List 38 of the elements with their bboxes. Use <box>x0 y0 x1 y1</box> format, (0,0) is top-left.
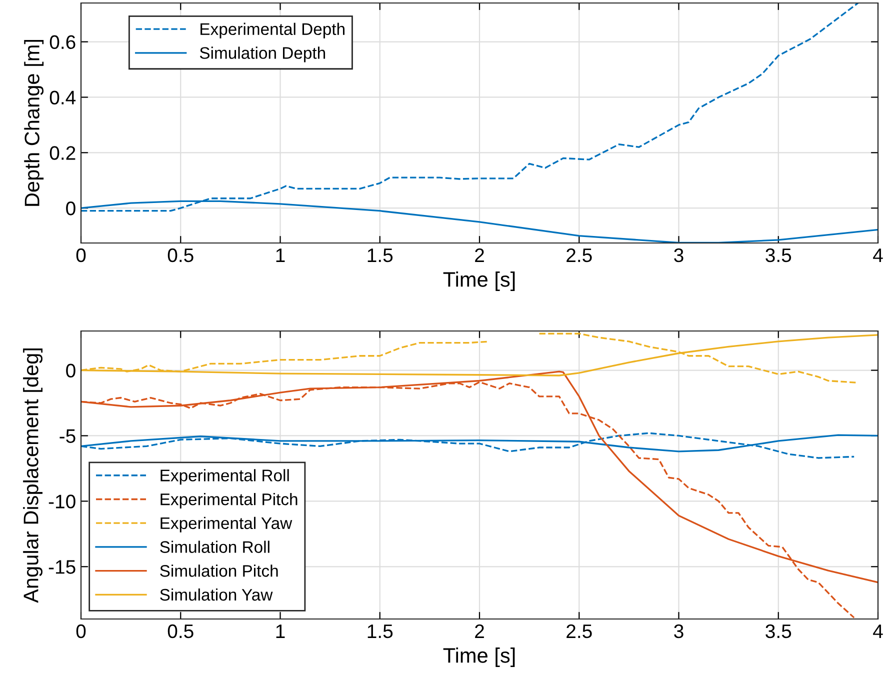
y-tick-label: 0.6 <box>50 35 76 50</box>
x-axis-title: Time [s] <box>443 272 515 291</box>
x-tick-label: 3 <box>674 624 684 638</box>
legend-label: Experimental Yaw <box>160 516 292 532</box>
y-tick-label: 0 <box>66 202 76 216</box>
x-tick-label: 1 <box>276 624 285 638</box>
y-tick-label: 0 <box>66 364 76 378</box>
y-tick-label: -5 <box>60 429 76 443</box>
legend-label: Experimental Roll <box>160 469 289 485</box>
x-tick-label: 4 <box>873 248 883 262</box>
x-tick-label: 2 <box>475 248 484 262</box>
x-tick-label: 2.5 <box>566 248 592 262</box>
legend-label: Experimental Depth <box>200 22 344 38</box>
legend-label: Simulation Roll <box>160 540 270 553</box>
y-tick-label: 0.4 <box>50 90 76 104</box>
legend-label: Simulation Yaw <box>160 588 273 601</box>
y-axis-title: Depth Change [m] <box>24 40 44 206</box>
legend-label: Experimental Pitch <box>160 492 298 509</box>
x-tick-label: 1 <box>276 248 285 262</box>
legend-label: Simulation Pitch <box>160 564 278 577</box>
x-tick-label: 3.5 <box>766 248 792 262</box>
y-axis-title: Angular Displacement [deg] <box>23 348 42 603</box>
y-tick-label: -15 <box>48 560 76 574</box>
x-tick-label: 2 <box>475 624 484 638</box>
y-tick-label: 0.2 <box>50 146 76 160</box>
x-axis-title: Time [s] <box>443 648 515 667</box>
legend-label: Simulation Depth <box>200 46 326 62</box>
x-tick-label: 1.5 <box>368 248 393 262</box>
x-tick-label: 3.5 <box>766 624 792 638</box>
x-tick-label: 4 <box>873 624 883 638</box>
x-tick-label: 0 <box>76 624 86 638</box>
x-tick-label: 0.5 <box>168 248 194 262</box>
x-tick-label: 3 <box>674 248 684 262</box>
x-tick-label: 2.5 <box>566 624 592 638</box>
x-tick-label: 1.5 <box>368 624 393 638</box>
y-tick-label: -10 <box>48 494 76 508</box>
x-tick-label: 0 <box>76 248 86 262</box>
x-tick-label: 0.5 <box>168 624 194 638</box>
